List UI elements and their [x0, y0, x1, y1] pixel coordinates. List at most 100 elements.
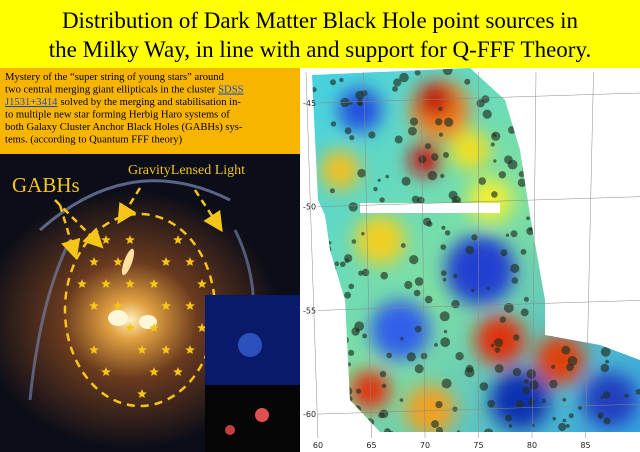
- y-tick-label: -50: [303, 203, 316, 212]
- source-dot: [400, 243, 406, 248]
- x-tick-label: 85: [580, 441, 590, 450]
- source-dot: [438, 106, 443, 112]
- source-dot: [356, 388, 362, 394]
- source-dot: [526, 216, 530, 221]
- source-dot: [457, 430, 461, 432]
- source-dot: [526, 369, 536, 379]
- source-dot: [481, 95, 490, 104]
- source-dot: [386, 352, 393, 359]
- source-dot: [541, 399, 546, 403]
- caption-text: tems. (according to Quantum FFF theory): [5, 135, 183, 146]
- source-dot: [406, 352, 416, 362]
- caption-text: Mystery of the “super string of young st…: [5, 72, 225, 83]
- source-dot: [515, 399, 524, 408]
- grid-line: [363, 71, 372, 439]
- source-dot: [414, 325, 422, 333]
- source-dot: [452, 406, 458, 412]
- star-icon: [185, 301, 195, 310]
- source-dot: [504, 155, 513, 164]
- caption-line: to multiple new star forming Herbig Haro…: [5, 110, 230, 121]
- star-icon: [125, 323, 135, 332]
- source-dot: [499, 316, 506, 323]
- grid-line: [420, 71, 426, 439]
- source-dot: [444, 117, 454, 127]
- source-dot: [373, 186, 378, 192]
- source-dot: [523, 296, 529, 302]
- source-dot: [348, 202, 358, 212]
- source-dot: [494, 338, 504, 347]
- source-dot: [340, 97, 350, 108]
- source-dot: [440, 244, 447, 251]
- source-dot: [348, 349, 355, 356]
- source-dot: [486, 286, 490, 290]
- source-dot: [600, 395, 604, 399]
- source-dot: [494, 364, 504, 373]
- source-dot: [471, 288, 475, 293]
- source-dot: [478, 177, 487, 185]
- caption-text: solved by the merging and stabilisation …: [60, 97, 241, 108]
- star-icon: [101, 235, 111, 244]
- source-dot: [361, 90, 368, 97]
- source-dot: [411, 195, 420, 204]
- source-dot: [527, 398, 535, 406]
- star-icon: [149, 323, 159, 332]
- source-dot: [522, 386, 530, 394]
- source-dot: [431, 420, 439, 428]
- source-dot: [329, 188, 335, 194]
- source-dot: [436, 427, 443, 432]
- star-icon: [89, 345, 99, 354]
- source-dot: [448, 190, 458, 200]
- star-icon: [161, 257, 171, 266]
- source-dot: [393, 78, 402, 87]
- source-dot: [424, 295, 433, 304]
- star-icon: [101, 367, 111, 376]
- star-icon: [113, 301, 123, 310]
- source-dot: [491, 131, 501, 141]
- star-icon: [173, 235, 183, 244]
- source-dot: [491, 191, 498, 198]
- caption-line: two central merging giant ellipticals in…: [5, 85, 244, 96]
- source-dot: [562, 418, 567, 423]
- source-dot: [362, 333, 367, 339]
- source-dot: [578, 405, 583, 410]
- source-dot: [344, 127, 352, 135]
- caption-link[interactable]: J1531+3414: [5, 97, 58, 108]
- grid-line: [317, 92, 640, 104]
- title-line: Distribution of Dark Matter Black Hole p…: [62, 8, 579, 33]
- source-dot: [505, 414, 512, 422]
- galaxy-image: [0, 154, 300, 452]
- caption-line: J1531+3414 solved by the merging and stab…: [5, 97, 241, 108]
- x-tick-label: 75: [473, 441, 483, 450]
- caption-text: two central merging giant ellipticals in…: [5, 85, 216, 96]
- source-dot: [510, 263, 520, 273]
- source-dot: [404, 280, 413, 290]
- source-dot: [600, 363, 610, 373]
- source-dot: [603, 417, 611, 425]
- map-gap: [360, 203, 500, 213]
- source-dot: [426, 221, 433, 227]
- source-dot: [435, 401, 443, 409]
- source-dot: [377, 178, 381, 182]
- source-dot: [381, 383, 387, 389]
- source-dot: [513, 334, 520, 341]
- source-dot: [334, 261, 340, 267]
- source-dot: [605, 359, 609, 364]
- source-dot: [361, 268, 370, 277]
- source-dot: [520, 308, 529, 317]
- gabhs-label: GABHs: [12, 173, 80, 197]
- source-dot: [399, 398, 404, 402]
- source-dot: [561, 345, 571, 355]
- star-icon: [185, 345, 195, 354]
- caption-link[interactable]: SDSS: [218, 85, 243, 96]
- caption-bg: [0, 68, 300, 154]
- source-dot: [434, 343, 438, 347]
- source-dot: [520, 249, 527, 255]
- source-dot: [487, 399, 496, 408]
- source-dot: [380, 271, 389, 280]
- source-dot: [568, 413, 574, 419]
- source-dot: [330, 79, 336, 86]
- source-dot: [442, 277, 447, 282]
- source-dot: [440, 337, 451, 348]
